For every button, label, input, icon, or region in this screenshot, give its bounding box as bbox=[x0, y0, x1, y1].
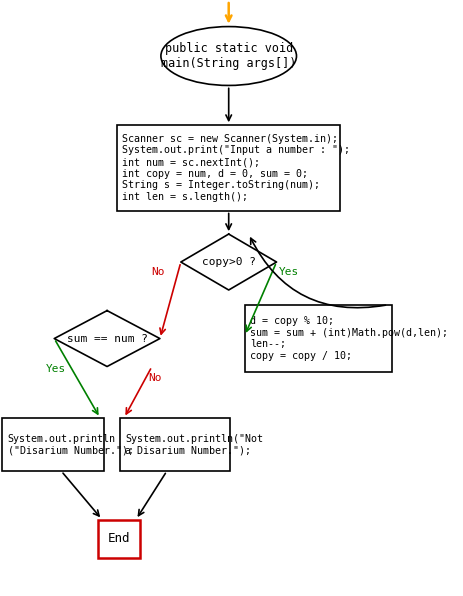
Text: System.out.println
("Disarium Number.");: System.out.println ("Disarium Number."); bbox=[7, 434, 133, 455]
Text: public static void
main(String args[]): public static void main(String args[]) bbox=[161, 42, 296, 70]
Polygon shape bbox=[54, 311, 160, 367]
Text: End: End bbox=[107, 532, 130, 545]
FancyBboxPatch shape bbox=[244, 305, 391, 372]
Text: Yes: Yes bbox=[278, 267, 298, 277]
Text: sum == num ?: sum == num ? bbox=[66, 334, 147, 343]
Text: d = copy % 10;
sum = sum + (int)Math.pow(d,len);
len--;
copy = copy / 10;: d = copy % 10; sum = sum + (int)Math.pow… bbox=[249, 316, 447, 361]
Text: No: No bbox=[150, 267, 164, 277]
Ellipse shape bbox=[161, 27, 296, 85]
FancyBboxPatch shape bbox=[2, 418, 104, 471]
Text: Yes: Yes bbox=[46, 364, 66, 374]
Text: Scanner sc = new Scanner(System.in);
System.out.print("Input a number : ");
int : Scanner sc = new Scanner(System.in); Sys… bbox=[122, 134, 350, 202]
Polygon shape bbox=[181, 234, 276, 290]
FancyBboxPatch shape bbox=[120, 418, 229, 471]
FancyBboxPatch shape bbox=[98, 520, 140, 558]
Text: No: No bbox=[148, 373, 161, 383]
Text: copy>0 ?: copy>0 ? bbox=[201, 257, 255, 267]
Text: System.out.println("Not
a Disarium Number.");: System.out.println("Not a Disarium Numbe… bbox=[125, 434, 263, 455]
FancyBboxPatch shape bbox=[117, 125, 340, 210]
